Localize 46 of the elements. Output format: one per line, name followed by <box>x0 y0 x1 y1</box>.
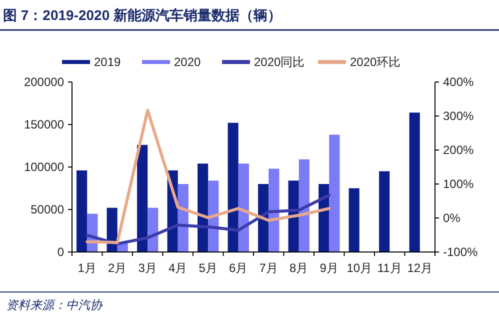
x-tick-label: 11月 <box>377 261 402 275</box>
x-tick-label: 5月 <box>198 261 218 275</box>
x-tick-label: 8月 <box>290 261 308 275</box>
bar <box>268 168 280 252</box>
bar <box>288 180 299 252</box>
legend-label: 2020 <box>174 55 202 69</box>
x-tick-label: 1月 <box>78 261 96 275</box>
legend-label: 2019 <box>94 55 122 69</box>
chart-title: 图 7：2019-2020 新能源汽车销量数据（辆） <box>3 7 282 23</box>
bar <box>137 144 148 252</box>
x-tick-label: 3月 <box>138 261 157 275</box>
x-tick-label: 9月 <box>320 261 338 275</box>
x-tick-label: 10月 <box>346 261 372 275</box>
y-tick-label: 200000 <box>24 75 64 89</box>
y2-tick-label: 0% <box>443 211 461 225</box>
bar <box>198 164 208 252</box>
bar <box>148 208 158 252</box>
y2-tick-label: 100% <box>443 177 474 191</box>
bar <box>208 180 219 252</box>
bar <box>329 134 340 252</box>
y2-tick-label: -100% <box>443 245 478 259</box>
y-tick-label: 0 <box>57 245 64 259</box>
bar <box>76 170 88 252</box>
bar <box>379 171 390 252</box>
line-series <box>86 108 331 244</box>
y2-tick-label: 400% <box>443 75 474 89</box>
text: 资料来源：中汽协 <box>6 298 103 312</box>
y-tick-label: 50000 <box>30 202 64 216</box>
y2-tick-label: 200% <box>443 143 474 157</box>
legend-label: 2020同比 <box>254 55 305 69</box>
y-tick-label: 150000 <box>24 118 64 132</box>
bar <box>258 184 269 252</box>
y2-tick-label: 300% <box>443 109 474 123</box>
line-series <box>86 194 331 246</box>
x-tick-label: 2月 <box>108 261 127 275</box>
bar <box>348 188 360 252</box>
y-tick-label: 100000 <box>24 160 64 174</box>
legend-label: 2020环比 <box>350 55 401 69</box>
bar <box>238 164 249 252</box>
x-tick-label: 4月 <box>168 261 188 275</box>
x-tick-label: 12月 <box>407 261 433 275</box>
x-tick-label: 6月 <box>229 261 248 275</box>
bar <box>409 112 420 252</box>
bar <box>298 159 310 252</box>
x-tick-label: 7月 <box>259 261 278 275</box>
bar <box>228 122 238 252</box>
